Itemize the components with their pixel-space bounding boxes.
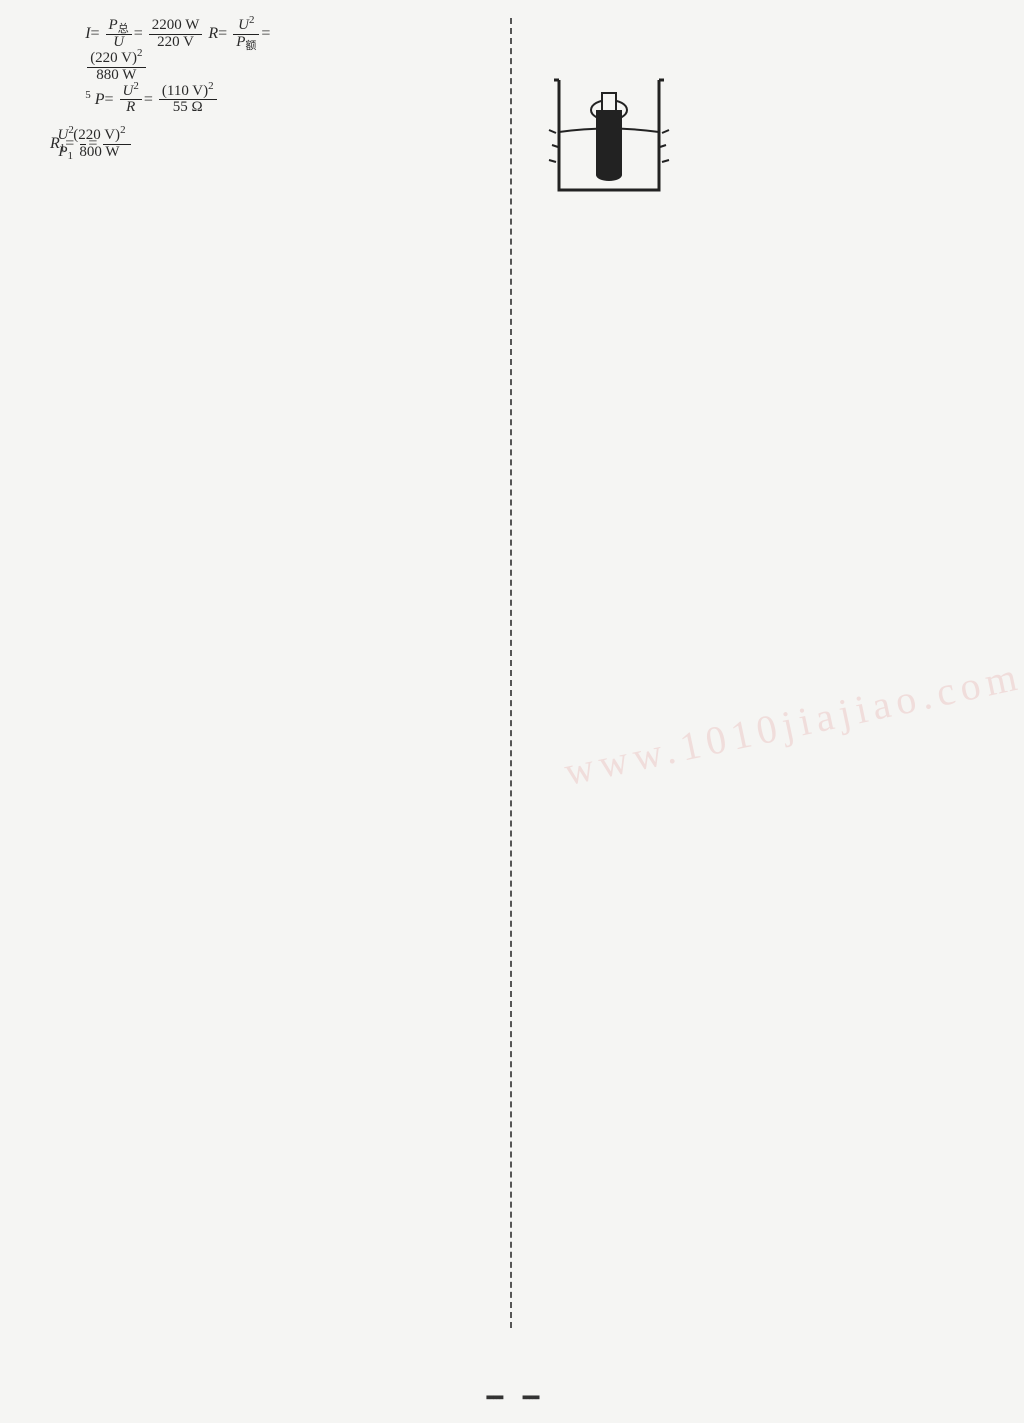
figure-row <box>544 30 972 200</box>
column-right <box>512 18 980 206</box>
column-divider <box>510 18 512 206</box>
s13-q37: R1= U2P1= (220 V)2800 W <box>50 128 494 161</box>
column-left: I= P总U= 2200 W220 V R= U2P额= (220 V)2880… <box>42 18 510 206</box>
page-footer: ▪▪▪▪▪ ▪▪▪▪▪ <box>0 1390 1024 1407</box>
footer-deco-right2: ▪▪▪▪▪ <box>522 1390 539 1407</box>
divider-line <box>510 18 512 1328</box>
beaker-diagram <box>544 50 674 200</box>
temperature-chart <box>714 30 954 200</box>
page-body: I= P总U= 2200 W220 V R= U2P额= (220 V)2880… <box>0 0 1024 206</box>
watermark-2: www.1010jiajiao.com <box>560 652 1024 795</box>
footer-deco-left2: ▪▪▪▪▪ <box>486 1390 503 1407</box>
q37: I= P总U= 2200 W220 V R= U2P额= (220 V)2880… <box>50 18 494 116</box>
